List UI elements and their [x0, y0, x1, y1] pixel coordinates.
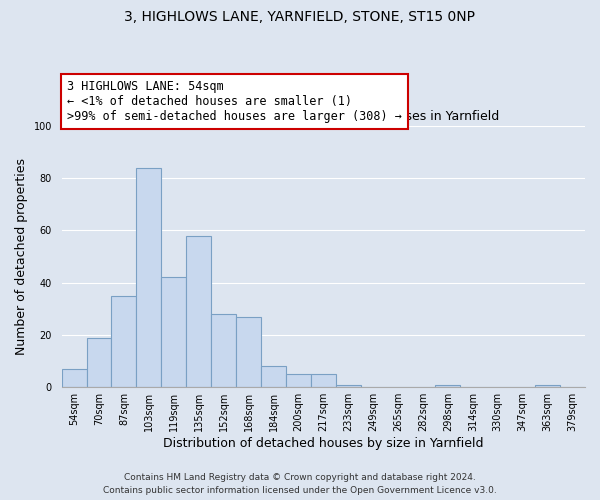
Bar: [136, 168, 161, 387]
Y-axis label: Number of detached properties: Number of detached properties: [15, 158, 28, 355]
Bar: [311, 374, 336, 387]
Bar: [62, 369, 86, 387]
Bar: [86, 338, 112, 387]
Bar: [211, 314, 236, 387]
Bar: [261, 366, 286, 387]
Text: 3, HIGHLOWS LANE, YARNFIELD, STONE, ST15 0NP: 3, HIGHLOWS LANE, YARNFIELD, STONE, ST15…: [125, 10, 476, 24]
Bar: [436, 384, 460, 387]
X-axis label: Distribution of detached houses by size in Yarnfield: Distribution of detached houses by size …: [163, 437, 484, 450]
Title: Size of property relative to detached houses in Yarnfield: Size of property relative to detached ho…: [148, 110, 499, 124]
Bar: [236, 316, 261, 387]
Bar: [186, 236, 211, 387]
Bar: [112, 296, 136, 387]
Text: 3 HIGHLOWS LANE: 54sqm
← <1% of detached houses are smaller (1)
>99% of semi-det: 3 HIGHLOWS LANE: 54sqm ← <1% of detached…: [67, 80, 402, 123]
Bar: [286, 374, 311, 387]
Bar: [161, 278, 186, 387]
Bar: [336, 384, 361, 387]
Bar: [535, 384, 560, 387]
Text: Contains HM Land Registry data © Crown copyright and database right 2024.
Contai: Contains HM Land Registry data © Crown c…: [103, 473, 497, 495]
